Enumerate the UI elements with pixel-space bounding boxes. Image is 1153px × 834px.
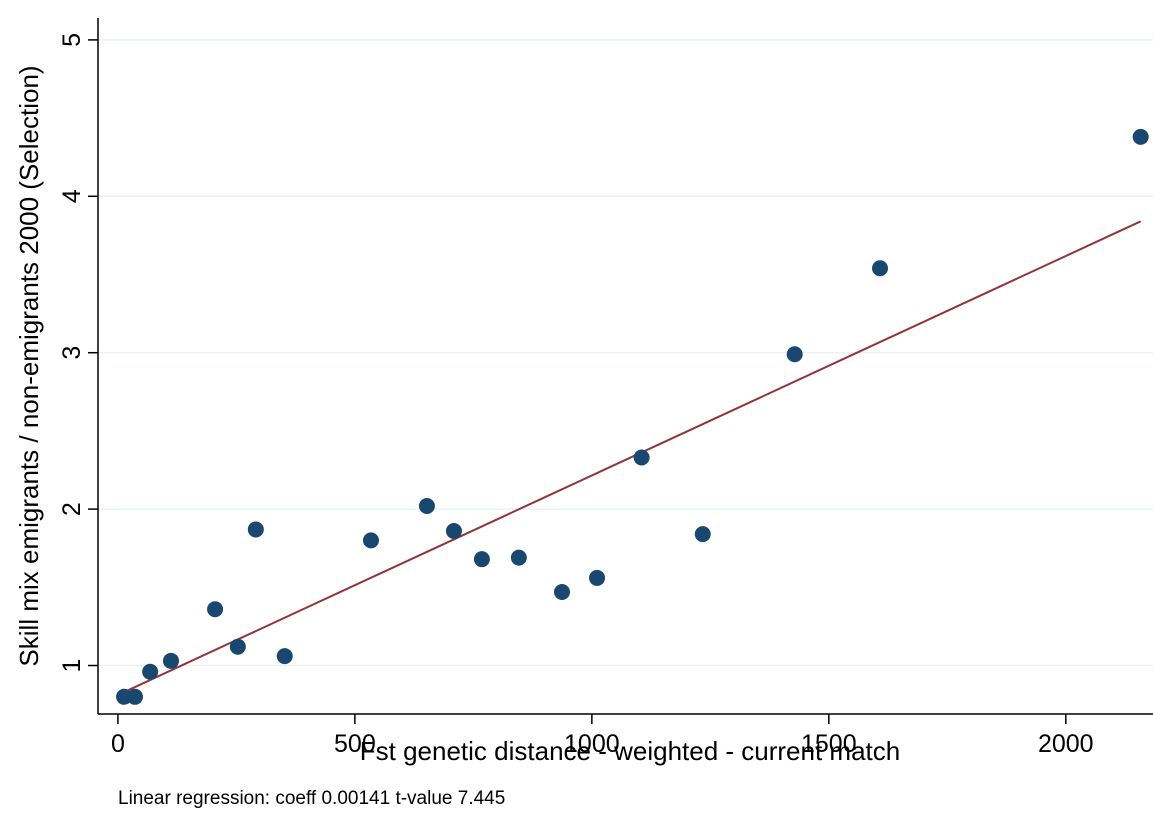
point [162, 652, 179, 669]
point [142, 663, 159, 680]
point [872, 260, 889, 277]
point [229, 638, 246, 655]
y-tick-label: 1 [58, 659, 86, 673]
point [1132, 128, 1149, 145]
y-tick-label: 4 [58, 189, 86, 203]
x-tick-label: 1500 [801, 730, 857, 758]
x-tick-label: 1000 [564, 730, 620, 758]
fit-line [123, 220, 1142, 694]
y-axis-label: Skill mix emigrants / non-emigrants 2000… [14, 65, 44, 666]
y-tick-label: 2 [58, 502, 86, 516]
x-axis-label: Fst genetic distance - weighted - curren… [360, 736, 900, 766]
point [247, 521, 264, 538]
point [786, 346, 803, 363]
point [362, 532, 379, 549]
point [445, 523, 462, 540]
x-tick-label: 2000 [1038, 730, 1094, 758]
point [553, 584, 570, 601]
x-tick-label: 0 [111, 730, 125, 758]
y-tick-label: 3 [58, 346, 86, 360]
point [473, 551, 490, 568]
point [418, 497, 435, 514]
point [276, 648, 293, 665]
point [126, 688, 143, 705]
point [510, 549, 527, 566]
note: Linear regression: coeff 0.00141 t-value… [118, 788, 505, 809]
point [589, 569, 606, 586]
point [207, 601, 224, 618]
y-tick-label: 5 [58, 33, 86, 47]
x-tick-label: 500 [334, 730, 376, 758]
point [633, 449, 650, 466]
point [694, 526, 711, 543]
